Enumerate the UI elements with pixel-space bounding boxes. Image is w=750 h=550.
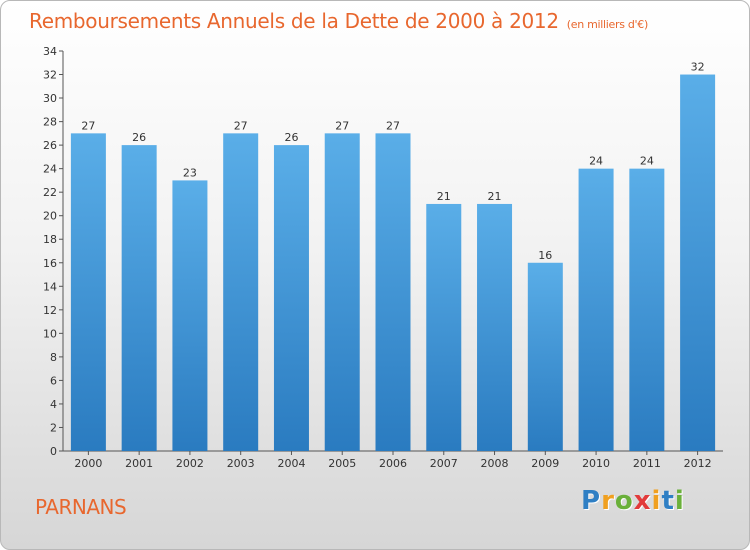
bar — [527, 262, 563, 451]
x-tick-label: 2009 — [531, 457, 559, 470]
y-tick-label: 26 — [43, 139, 57, 152]
y-tick-label: 22 — [43, 186, 57, 199]
y-tick-label: 16 — [43, 257, 57, 270]
proxiti-logo: Proxiti — [581, 486, 685, 516]
y-tick-label: 6 — [50, 374, 57, 387]
y-tick-label: 2 — [50, 421, 57, 434]
bar — [223, 133, 259, 451]
bar-value-label: 16 — [538, 249, 552, 262]
x-tick-label: 2006 — [379, 457, 407, 470]
bar — [70, 133, 106, 451]
bar — [375, 133, 411, 451]
y-tick-label: 18 — [43, 233, 57, 246]
bar-value-label: 24 — [589, 155, 603, 168]
bar — [477, 203, 513, 451]
bar-value-label: 26 — [284, 131, 298, 144]
logo-letter: t — [661, 486, 675, 516]
y-tick-label: 10 — [43, 327, 57, 340]
logo-letter: i — [674, 486, 685, 516]
bar-value-label: 24 — [640, 155, 654, 168]
bar — [629, 168, 665, 451]
bar — [578, 168, 614, 451]
logo-letter: x — [633, 486, 652, 516]
y-tick-label: 32 — [43, 69, 57, 82]
x-tick-label: 2005 — [328, 457, 356, 470]
bar-value-label: 27 — [234, 119, 248, 132]
x-tick-label: 2000 — [74, 457, 102, 470]
logo-letter: i — [651, 486, 662, 516]
bar-value-label: 26 — [132, 131, 146, 144]
bar — [426, 203, 462, 451]
y-tick-label: 20 — [43, 210, 57, 223]
commune-name: PARNANS — [35, 495, 127, 519]
chart-title: Remboursements Annuels de la Dette de 20… — [29, 9, 648, 33]
bar-value-label: 27 — [335, 119, 349, 132]
chart-subtitle: (en milliers d'€) — [566, 18, 648, 31]
x-tick-label: 2002 — [176, 457, 204, 470]
bar-value-label: 27 — [386, 119, 400, 132]
y-tick-label: 24 — [43, 163, 57, 176]
y-tick-label: 14 — [43, 280, 57, 293]
y-tick-label: 12 — [43, 304, 57, 317]
x-tick-label: 2008 — [481, 457, 509, 470]
bar — [273, 145, 309, 451]
y-tick-label: 8 — [50, 351, 57, 364]
logo-letter: P — [581, 486, 602, 516]
bar-value-label: 32 — [691, 61, 705, 74]
x-tick-label: 2001 — [125, 457, 153, 470]
bar-value-label: 21 — [437, 190, 451, 203]
x-tick-label: 2003 — [227, 457, 255, 470]
y-tick-label: 0 — [50, 445, 57, 458]
x-tick-label: 2011 — [633, 457, 661, 470]
x-tick-label: 2007 — [430, 457, 458, 470]
y-tick-label: 30 — [43, 92, 57, 105]
bar-value-label: 27 — [81, 119, 95, 132]
x-tick-label: 2004 — [277, 457, 305, 470]
bar-value-label: 21 — [488, 190, 502, 203]
y-tick-label: 34 — [43, 45, 57, 58]
logo-letter: r — [601, 486, 615, 516]
y-tick-label: 28 — [43, 116, 57, 129]
bar — [680, 74, 716, 451]
x-tick-label: 2010 — [582, 457, 610, 470]
chart-title-text: Remboursements Annuels de la Dette de 20… — [29, 9, 559, 33]
bar — [121, 145, 157, 451]
bar-value-label: 23 — [183, 166, 197, 179]
bar — [324, 133, 360, 451]
bar — [172, 180, 208, 452]
x-tick-label: 2012 — [684, 457, 712, 470]
logo-letter: o — [614, 486, 634, 516]
y-tick-label: 4 — [50, 398, 57, 411]
